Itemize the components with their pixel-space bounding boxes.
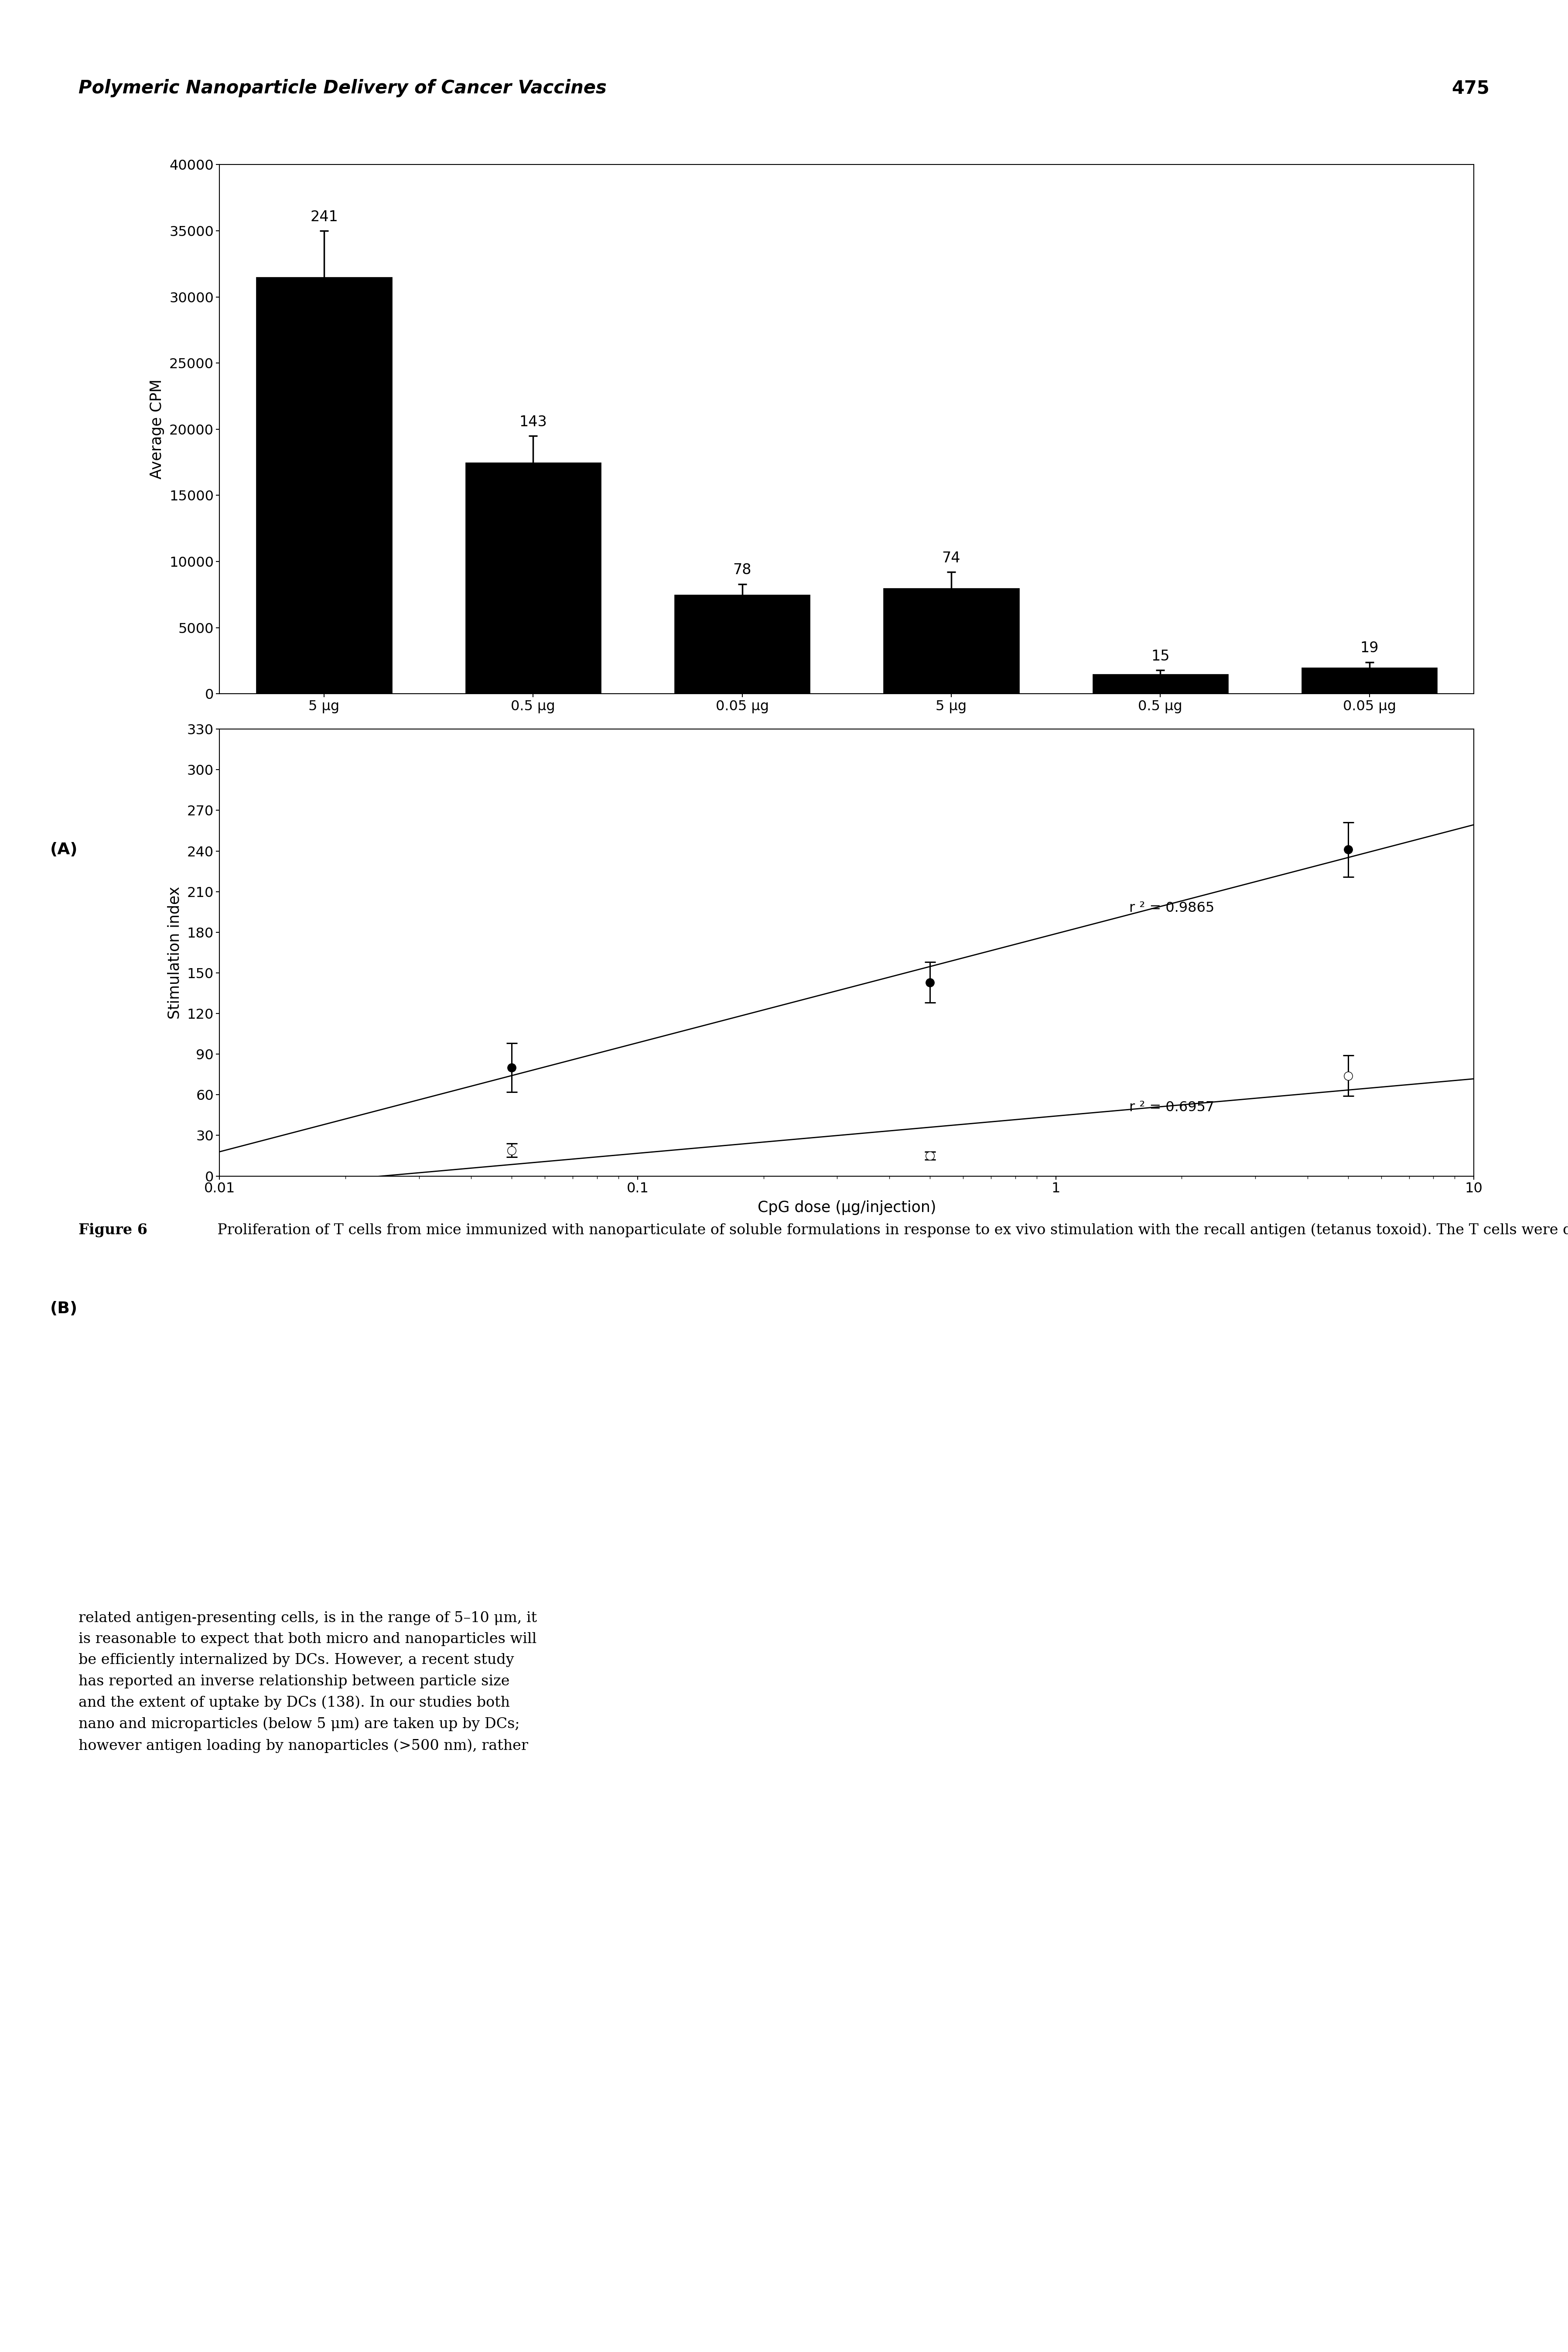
Bar	[1301, 668, 1438, 694]
Text: 241: 241	[310, 209, 339, 223]
Bar	[256, 278, 392, 694]
Text: 475: 475	[1452, 80, 1490, 96]
Text: Proliferation of T cells from mice immunized with nanoparticulate of soluble for: Proliferation of T cells from mice immun…	[209, 1223, 1568, 1237]
Bar	[883, 588, 1019, 694]
Text: r ² = 0.9865: r ² = 0.9865	[1129, 901, 1215, 915]
Text: (B): (B)	[50, 1301, 78, 1317]
Text: Soluble TT + CpG ODN in saline: Soluble TT + CpG ODN in saline	[1079, 790, 1290, 802]
Text: [TT + CpG ODN] nanoparticles: [TT + CpG ODN] nanoparticles	[434, 790, 638, 802]
Text: Figure 6: Figure 6	[78, 1223, 147, 1237]
Text: r ² = 0.6957: r ² = 0.6957	[1129, 1101, 1215, 1115]
Bar	[466, 463, 601, 694]
Text: 15: 15	[1151, 649, 1170, 663]
Text: related antigen-presenting cells, is in the range of 5–10 μm, it
is reasonable t: related antigen-presenting cells, is in …	[78, 1611, 536, 1752]
Text: 74: 74	[942, 550, 961, 564]
Text: 143: 143	[519, 414, 547, 430]
Y-axis label: Average CPM: Average CPM	[149, 379, 165, 480]
Text: 78: 78	[732, 562, 751, 579]
Text: (A): (A)	[50, 842, 78, 858]
Y-axis label: Stimulation index: Stimulation index	[168, 887, 182, 1018]
Text: 19: 19	[1359, 642, 1378, 656]
Bar	[1093, 675, 1228, 694]
Bar	[674, 595, 811, 694]
X-axis label: CpG dose (μg/injection): CpG dose (μg/injection)	[757, 1200, 936, 1216]
Text: Polymeric Nanoparticle Delivery of Cancer Vaccines: Polymeric Nanoparticle Delivery of Cance…	[78, 80, 607, 96]
